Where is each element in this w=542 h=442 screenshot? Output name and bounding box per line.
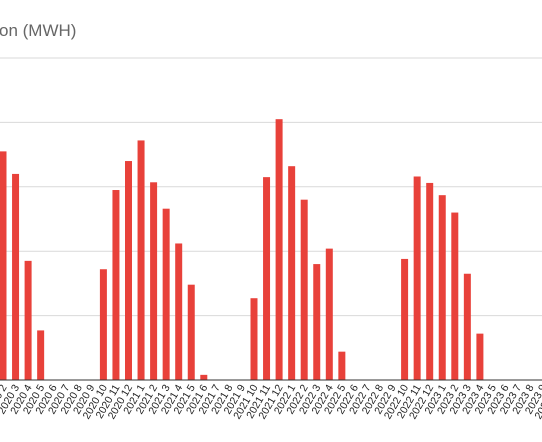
bar (125, 161, 132, 380)
bar (463, 273, 471, 380)
bar (426, 182, 434, 380)
bar (338, 351, 346, 380)
bar (438, 195, 446, 380)
bar (263, 177, 271, 380)
bar (325, 248, 333, 380)
bar (162, 208, 170, 380)
bar (0, 151, 7, 380)
bar (137, 140, 145, 380)
bar (200, 374, 208, 380)
bar (451, 212, 459, 380)
bar (476, 333, 484, 380)
bar (250, 298, 258, 380)
bar (112, 190, 120, 380)
bar (413, 176, 421, 380)
bar (175, 243, 183, 380)
bar (150, 182, 158, 380)
bar (37, 330, 45, 380)
bars (0, 119, 484, 381)
gridlines (0, 57, 542, 317)
bar (12, 173, 20, 380)
bar (24, 260, 32, 380)
bar (288, 166, 296, 380)
bar (187, 284, 195, 380)
bar (275, 119, 283, 381)
y-axis-label: on (MWH) (0, 21, 76, 40)
bar (313, 264, 321, 380)
bar (99, 269, 107, 380)
bar (401, 258, 409, 380)
bar (300, 199, 308, 380)
